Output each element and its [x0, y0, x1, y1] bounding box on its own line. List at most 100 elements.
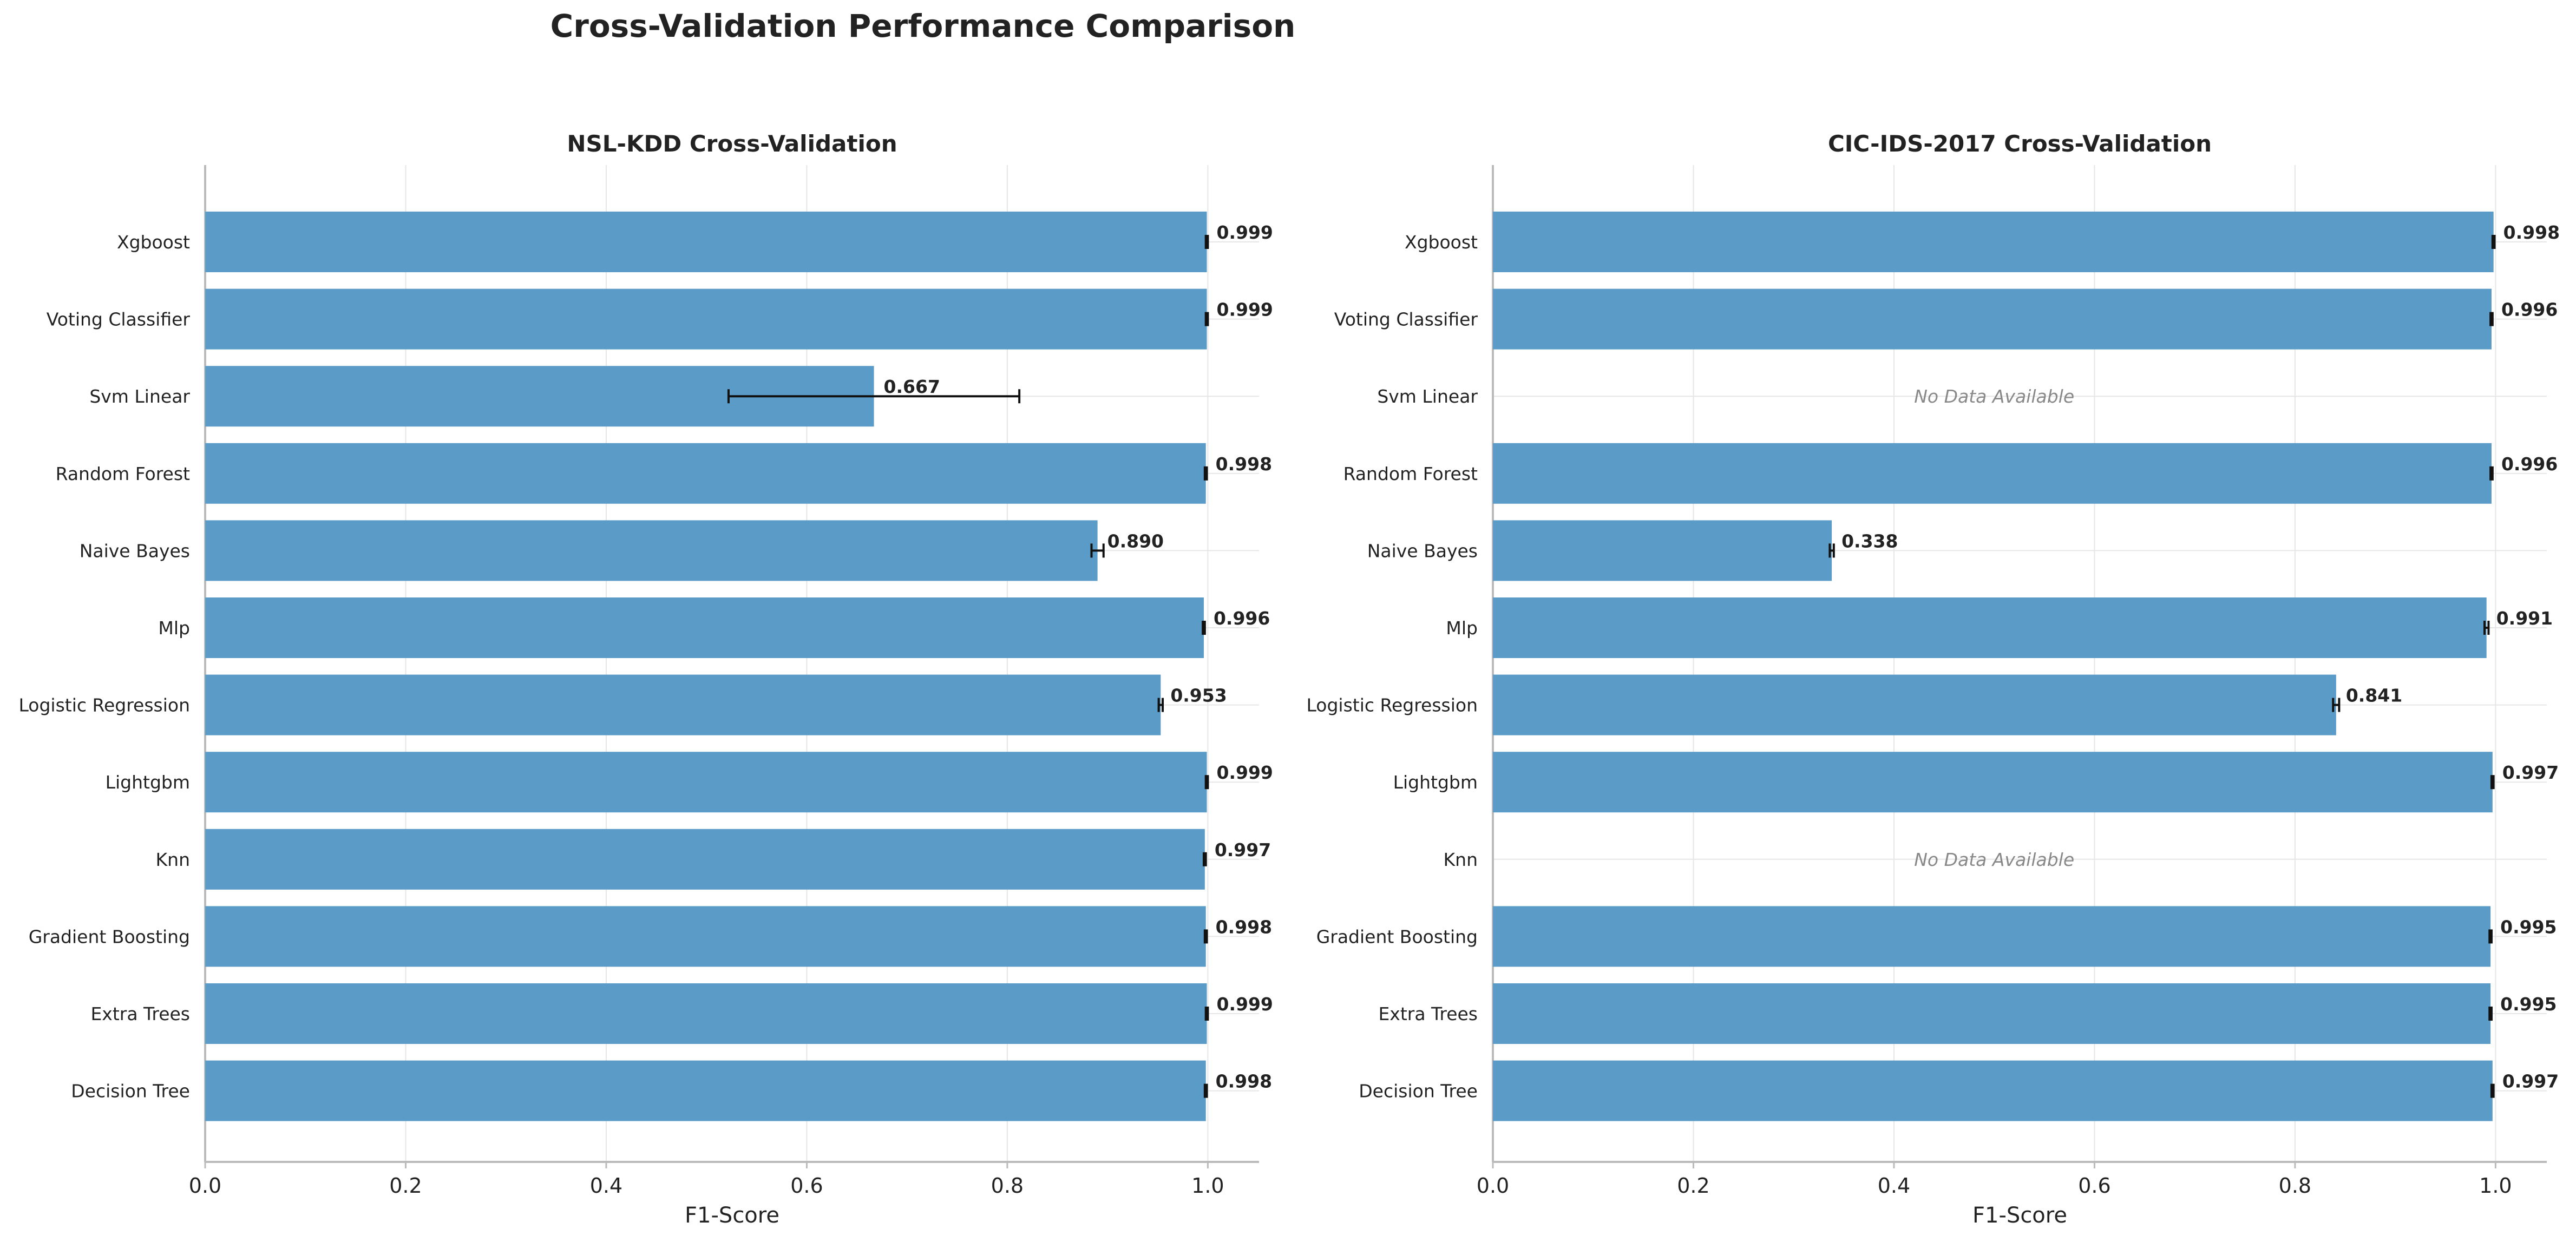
x-tick-label: 0.6 — [790, 1174, 823, 1198]
x-tick-label: 0.8 — [2279, 1174, 2311, 1198]
value-label-cic-logistic-regression: 0.841 — [2346, 685, 2402, 706]
y-tick-label-svm-linear: Svm Linear — [1377, 386, 1478, 407]
x-tick-label: 0.6 — [2078, 1174, 2110, 1198]
bar-nsl-voting-classifier — [205, 288, 1207, 350]
x-tick-label: 1.0 — [1191, 1174, 1224, 1198]
value-label-cic-voting-classifier: 0.996 — [2501, 299, 2558, 320]
x-axis-label: F1-Score — [685, 1203, 779, 1228]
bar-cic-random-forest — [1493, 443, 2492, 504]
value-label-cic-gradient-boosting: 0.995 — [2500, 916, 2557, 937]
value-label-cic-random-forest: 0.996 — [2501, 454, 2558, 475]
error-bar-nsl-random-forest — [1203, 466, 1208, 481]
value-label-cic-extra-trees: 0.995 — [2500, 994, 2557, 1015]
value-label-cic-xgboost: 0.998 — [2503, 222, 2560, 243]
no-data-label-knn: No Data Available — [1914, 849, 2074, 870]
error-bar-cic-extra-trees — [2488, 1007, 2493, 1021]
x-tick-label: 0.4 — [590, 1174, 622, 1198]
x-tick-label: 0.8 — [991, 1174, 1024, 1198]
value-label-nsl-gradient-boosting: 0.998 — [1216, 916, 1272, 937]
y-tick-label-extra-trees: Extra Trees — [90, 1003, 190, 1024]
value-label-nsl-decision-tree: 0.998 — [1216, 1071, 1272, 1092]
y-tick-label-random-forest: Random Forest — [56, 463, 190, 484]
bar-nsl-lightgbm — [205, 752, 1207, 813]
y-tick-label-decision-tree: Decision Tree — [1359, 1081, 1478, 1102]
error-bar-nsl-xgboost — [1204, 235, 1209, 249]
no-data-label-svm-linear: No Data Available — [1914, 386, 2074, 407]
bar-nsl-extra-trees — [205, 983, 1207, 1044]
y-tick-label-naive-bayes: Naive Bayes — [1367, 540, 1478, 561]
value-label-nsl-lightgbm: 0.999 — [1217, 762, 1273, 783]
bar-cic-lightgbm — [1493, 752, 2493, 813]
value-label-nsl-svm-linear: 0.667 — [884, 376, 940, 397]
x-tick-label: 0.0 — [1477, 1174, 1509, 1198]
x-tick-label: 0.0 — [189, 1174, 221, 1198]
value-label-nsl-voting-classifier: 0.999 — [1217, 299, 1273, 320]
x-tick-label: 0.2 — [1677, 1174, 1709, 1198]
error-bar-nsl-knn — [1202, 852, 1207, 866]
error-bar-cic-logistic-regression — [2332, 698, 2341, 712]
y-tick-label-voting-classifier: Voting Classifier — [47, 309, 191, 330]
y-tick-label-voting-classifier: Voting Classifier — [1334, 309, 1478, 330]
bar-nsl-random-forest — [205, 443, 1206, 504]
error-bar-cic-mlp — [2483, 621, 2490, 635]
value-label-nsl-random-forest: 0.998 — [1216, 454, 1272, 475]
error-bar-nsl-lightgbm — [1204, 775, 1209, 790]
value-label-nsl-naive-bayes: 0.890 — [1107, 530, 1164, 551]
y-tick-label-gradient-boosting: Gradient Boosting — [1316, 926, 1478, 947]
bar-cic-mlp — [1493, 597, 2487, 658]
bar-nsl-logistic-regression — [205, 674, 1161, 735]
error-bar-nsl-voting-classifier — [1204, 312, 1209, 326]
bar-nsl-mlp — [205, 597, 1204, 658]
value-label-nsl-logistic-regression: 0.953 — [1170, 685, 1227, 706]
y-tick-label-mlp: Mlp — [158, 617, 190, 639]
figure-title: Cross-Validation Performance Comparison — [550, 8, 1296, 44]
y-tick-label-knn: Knn — [156, 849, 190, 870]
y-tick-label-xgboost: Xgboost — [1405, 232, 1478, 253]
bar-cic-xgboost — [1493, 212, 2494, 272]
error-bar-cic-xgboost — [2491, 235, 2496, 249]
error-bar-nsl-svm-linear — [727, 389, 1021, 404]
error-bar-cic-naive-bayes — [1828, 543, 1835, 558]
y-tick-label-svm-linear: Svm Linear — [89, 386, 190, 407]
bar-cic-extra-trees — [1493, 983, 2491, 1044]
error-bar-nsl-logistic-regression — [1157, 698, 1164, 712]
value-label-nsl-extra-trees: 0.999 — [1217, 994, 1273, 1015]
y-tick-label-knn: Knn — [1444, 849, 1478, 870]
y-tick-label-lightgbm: Lightgbm — [106, 772, 190, 793]
error-bar-cic-lightgbm — [2490, 775, 2495, 790]
error-bar-nsl-gradient-boosting — [1203, 929, 1208, 944]
value-label-nsl-xgboost: 0.999 — [1217, 222, 1273, 243]
bar-cic-voting-classifier — [1493, 288, 2492, 350]
error-bar-nsl-naive-bayes — [1090, 543, 1105, 558]
y-tick-label-decision-tree: Decision Tree — [71, 1081, 190, 1102]
y-tick-label-gradient-boosting: Gradient Boosting — [29, 926, 190, 947]
y-tick-label-naive-bayes: Naive Bayes — [80, 540, 190, 561]
bar-cic-decision-tree — [1493, 1060, 2493, 1121]
panel-title: NSL-KDD Cross-Validation — [567, 130, 897, 157]
x-axis-label: F1-Score — [1972, 1203, 2067, 1228]
bar-cic-logistic-regression — [1493, 674, 2336, 735]
error-bar-cic-random-forest — [2489, 466, 2494, 481]
error-bar-nsl-mlp — [1202, 621, 1206, 635]
bar-cic-gradient-boosting — [1493, 906, 2491, 967]
error-bar-cic-gradient-boosting — [2488, 929, 2493, 944]
bar-nsl-knn — [205, 829, 1205, 890]
y-tick-label-xgboost: Xgboost — [117, 232, 190, 253]
value-label-nsl-mlp: 0.996 — [1214, 608, 1270, 629]
value-label-cic-mlp: 0.991 — [2496, 608, 2553, 629]
panel-title: CIC-IDS-2017 Cross-Validation — [1828, 130, 2212, 157]
bar-nsl-decision-tree — [205, 1060, 1206, 1121]
x-tick-label: 1.0 — [2479, 1174, 2512, 1198]
value-label-cic-lightgbm: 0.997 — [2502, 762, 2559, 783]
value-label-nsl-knn: 0.997 — [1215, 839, 1271, 860]
error-bar-nsl-extra-trees — [1204, 1007, 1209, 1021]
y-tick-label-extra-trees: Extra Trees — [1378, 1003, 1478, 1024]
nsl-kdd-panel: NSL-KDD Cross-Validation 0.0 0.2 0.4 0.6 0.8 1… — [18, 130, 1273, 1228]
y-tick-label-lightgbm: Lightgbm — [1393, 772, 1478, 793]
error-bar-cic-voting-classifier — [2489, 312, 2494, 326]
error-bar-cic-decision-tree — [2490, 1083, 2495, 1098]
bar-nsl-gradient-boosting — [205, 906, 1206, 967]
bar-cic-naive-bayes — [1493, 520, 1832, 581]
value-label-cic-decision-tree: 0.997 — [2502, 1071, 2559, 1092]
